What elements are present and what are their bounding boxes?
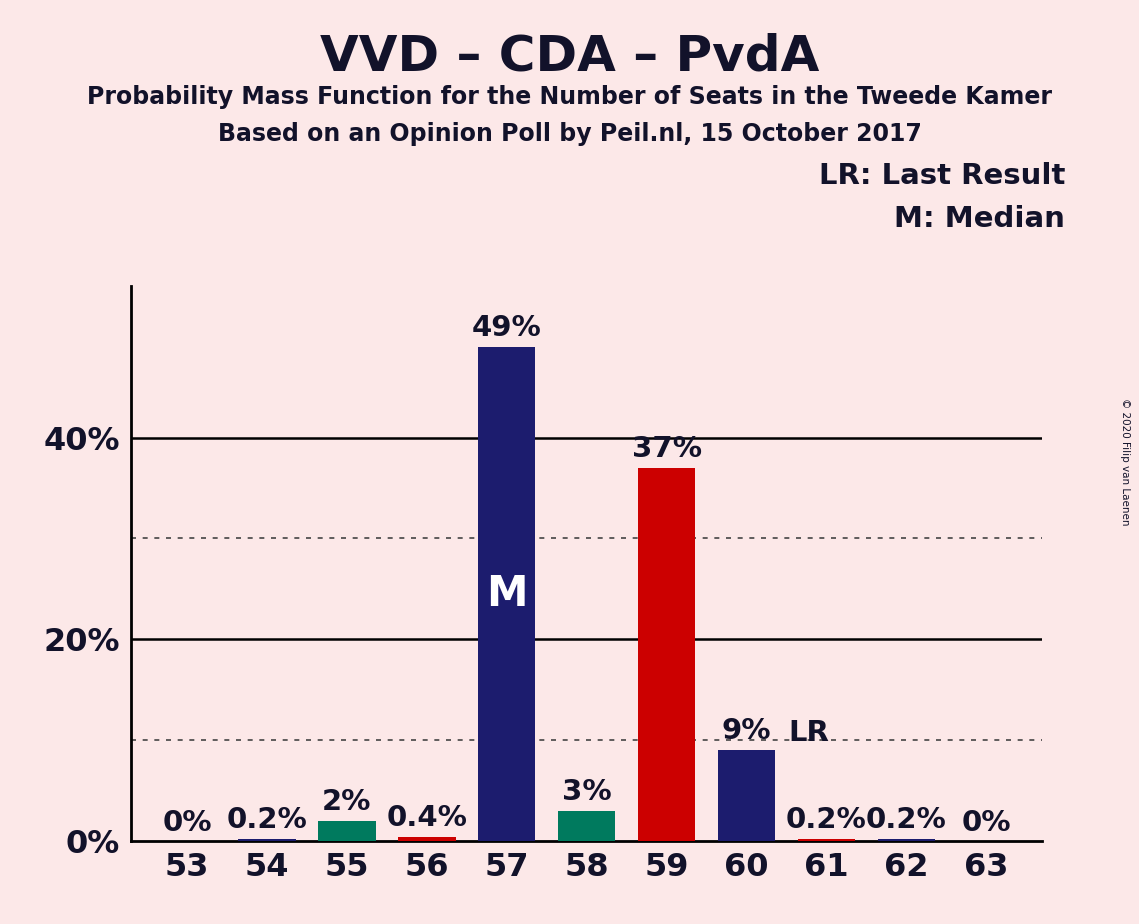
Bar bbox=[478, 346, 535, 841]
Text: M: Median: M: Median bbox=[894, 205, 1065, 233]
Bar bbox=[238, 839, 296, 841]
Text: VVD – CDA – PvdA: VVD – CDA – PvdA bbox=[320, 32, 819, 80]
Text: Probability Mass Function for the Number of Seats in the Tweede Kamer: Probability Mass Function for the Number… bbox=[87, 85, 1052, 109]
Bar bbox=[638, 468, 695, 841]
Text: 2%: 2% bbox=[322, 787, 371, 816]
Text: 0%: 0% bbox=[961, 808, 1011, 837]
Text: 0%: 0% bbox=[162, 808, 212, 837]
Text: 0.2%: 0.2% bbox=[786, 806, 867, 833]
Text: 9%: 9% bbox=[722, 717, 771, 745]
Text: 0.2%: 0.2% bbox=[866, 806, 947, 833]
Text: LR: Last Result: LR: Last Result bbox=[819, 162, 1065, 189]
Bar bbox=[398, 837, 456, 841]
Text: LR: LR bbox=[788, 719, 829, 748]
Bar bbox=[877, 839, 935, 841]
Text: 0.2%: 0.2% bbox=[227, 806, 308, 833]
Text: 49%: 49% bbox=[472, 314, 541, 342]
Bar bbox=[558, 810, 615, 841]
Text: Based on an Opinion Poll by Peil.nl, 15 October 2017: Based on an Opinion Poll by Peil.nl, 15 … bbox=[218, 122, 921, 146]
Text: © 2020 Filip van Laenen: © 2020 Filip van Laenen bbox=[1121, 398, 1130, 526]
Text: 37%: 37% bbox=[631, 435, 702, 463]
Bar bbox=[718, 750, 776, 841]
Text: 0.4%: 0.4% bbox=[386, 804, 467, 832]
Bar bbox=[797, 839, 855, 841]
Text: 3%: 3% bbox=[562, 778, 612, 806]
Bar bbox=[318, 821, 376, 841]
Text: M: M bbox=[486, 573, 527, 614]
